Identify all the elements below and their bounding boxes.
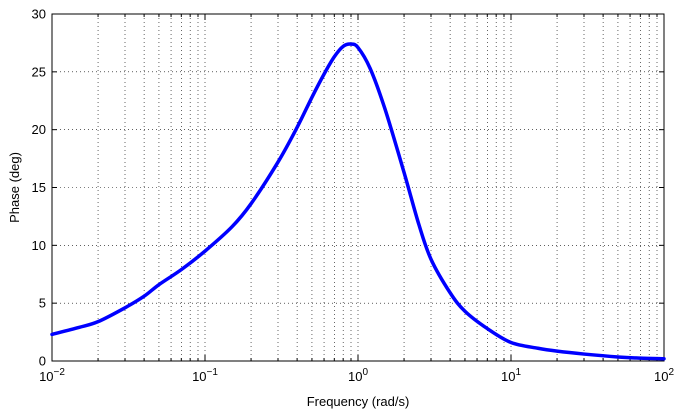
y-tick-label: 20 <box>32 122 46 137</box>
y-tick-label: 25 <box>32 64 46 79</box>
axis-ticks: 0 5 10 15 20 25 30 10−2 10−1 100 101 102 <box>32 7 674 385</box>
y-tick-label: 30 <box>32 7 46 22</box>
x-tick-label: 101 <box>501 367 521 384</box>
x-axis-label: Frequency (rad/s) <box>307 394 410 409</box>
phase-series-line <box>50 42 666 361</box>
x-tick-label: 10−2 <box>39 367 65 384</box>
y-tick-label: 0 <box>39 354 46 369</box>
y-tick-label: 10 <box>32 238 46 253</box>
y-tick-label: 5 <box>39 296 46 311</box>
x-tick-label: 10−1 <box>192 367 218 384</box>
y-tick-label: 15 <box>32 180 46 195</box>
grid <box>52 14 664 361</box>
y-axis-label: Phase (deg) <box>7 152 22 223</box>
x-tick-label: 102 <box>654 367 674 384</box>
x-tick-label: 100 <box>348 367 368 384</box>
